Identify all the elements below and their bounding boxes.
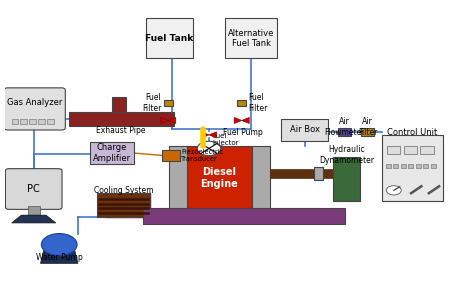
Text: Exhaust Pipe: Exhaust Pipe [97,126,146,135]
Bar [69,112,174,126]
Polygon shape [12,215,56,223]
Bar [144,209,345,224]
Bar [237,100,246,106]
Polygon shape [234,117,242,124]
Text: Air
Flowmeter: Air Flowmeter [324,117,365,137]
Text: Fuel
Injector: Fuel Injector [212,133,238,146]
Bar [386,164,391,168]
Bar [185,146,254,210]
Circle shape [386,186,401,195]
Text: Air
Filter: Air Filter [358,117,377,137]
Bar [169,146,187,210]
Circle shape [197,141,221,156]
Bar [403,146,417,154]
Text: Fuel
Filter: Fuel Filter [249,93,268,113]
Text: Water Pump: Water Pump [36,253,82,262]
Text: Fuel Pump: Fuel Pump [223,128,263,137]
Bar [337,128,351,136]
Bar [393,164,399,168]
Text: PC: PC [27,184,40,194]
Bar [162,150,180,161]
Bar [282,119,328,141]
Bar [431,164,436,168]
Bar [420,146,434,154]
Bar [314,167,323,180]
Bar [38,119,45,124]
Bar [47,119,54,124]
Text: Piezoelectric
Transducer: Piezoelectric Transducer [182,149,223,162]
Bar [382,135,443,201]
Circle shape [41,234,77,255]
Bar [20,119,27,124]
Text: Cooling System: Cooling System [94,186,153,195]
Bar [112,97,126,112]
Text: Charge
Amplifier: Charge Amplifier [93,143,131,163]
Bar [225,18,277,58]
Bar [416,164,421,168]
Text: Fuel
Filter: Fuel Filter [142,93,161,113]
Polygon shape [168,117,176,124]
Text: Air Box: Air Box [290,125,320,134]
Text: Diesel
Engine: Diesel Engine [201,167,238,189]
Bar [146,18,192,58]
Text: Fuel Tank: Fuel Tank [145,34,193,43]
FancyBboxPatch shape [5,169,62,209]
Bar [90,142,134,164]
FancyBboxPatch shape [4,88,65,130]
Bar [361,128,374,136]
Bar [164,100,173,106]
Bar [28,206,40,215]
Bar [253,146,270,210]
Text: Gas Analyzer: Gas Analyzer [7,98,63,107]
Polygon shape [161,117,168,124]
Bar [387,146,400,154]
Polygon shape [209,132,217,138]
Bar [97,193,150,217]
Text: Hydraulic
Dynamometer: Hydraulic Dynamometer [319,145,374,165]
Text: Control Unit: Control Unit [387,128,438,137]
Bar [11,119,18,124]
Bar [29,119,36,124]
Bar [333,157,360,201]
Bar [423,164,428,168]
Polygon shape [40,244,78,263]
Text: Alternative
Fuel Tank: Alternative Fuel Tank [228,28,274,48]
Polygon shape [242,117,249,124]
Bar [401,164,406,168]
Polygon shape [201,132,209,138]
Bar [408,164,413,168]
